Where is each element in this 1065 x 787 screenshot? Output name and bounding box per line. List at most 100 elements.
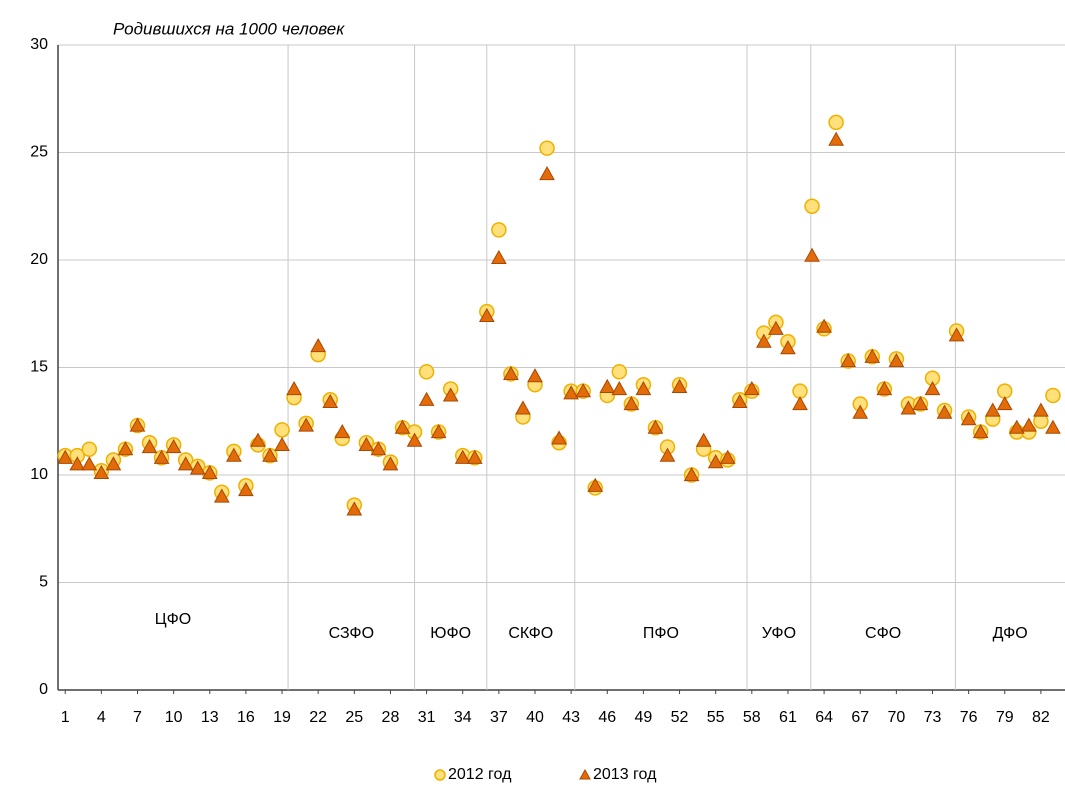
point (611, 380, 628, 396)
point (707, 454, 724, 469)
point (322, 393, 339, 408)
point (286, 380, 302, 396)
region-label: ЮФО (430, 625, 471, 642)
point (828, 131, 844, 146)
point (515, 400, 531, 415)
region-label: СФО (865, 625, 901, 642)
point (141, 439, 158, 454)
point (1021, 417, 1037, 432)
point (719, 449, 736, 464)
point (575, 383, 592, 398)
x-tick-label: 64 (815, 709, 833, 726)
y-tick-label: 5 (39, 574, 48, 591)
x-tick-label: 34 (454, 709, 472, 726)
point (828, 114, 844, 131)
point (81, 441, 98, 457)
point (984, 402, 1001, 417)
legend-marker (434, 769, 446, 781)
point (334, 423, 351, 439)
point (394, 419, 411, 434)
point (924, 380, 941, 396)
point (599, 378, 616, 393)
region-label: ПФО (643, 625, 679, 642)
x-tick-label: 61 (779, 709, 797, 726)
point (1008, 419, 1025, 434)
point (743, 380, 760, 396)
x-tick-label: 70 (887, 709, 905, 726)
x-tick-label: 22 (309, 709, 327, 726)
legend-label: 2013 год (593, 766, 657, 783)
x-tick-label: 7 (133, 709, 142, 726)
point (189, 460, 206, 475)
point (310, 337, 327, 353)
point (756, 333, 772, 348)
region-label: ЦФО (155, 611, 191, 628)
point (996, 396, 1013, 411)
point (177, 456, 194, 471)
point (731, 393, 748, 408)
point (539, 140, 555, 156)
y-tick-label: 25 (30, 144, 48, 161)
point (298, 417, 314, 432)
point (165, 439, 182, 454)
x-tick-label: 76 (960, 709, 978, 726)
point (816, 318, 832, 333)
x-tick-label: 4 (97, 709, 106, 726)
point (274, 436, 290, 451)
x-tick-label: 1 (61, 709, 70, 726)
point (358, 436, 375, 451)
y-tick-label: 20 (30, 251, 48, 268)
x-tick-label: 55 (707, 709, 725, 726)
point (780, 340, 796, 355)
point (948, 327, 965, 342)
x-tick-label: 58 (743, 709, 761, 726)
point (804, 198, 820, 214)
x-tick-label: 13 (201, 709, 219, 726)
x-tick-label: 73 (924, 709, 942, 726)
point (418, 391, 435, 406)
point (792, 396, 808, 411)
point (491, 222, 507, 238)
point (695, 432, 712, 447)
point (129, 417, 146, 432)
region-label: УФО (762, 625, 796, 642)
point (804, 247, 820, 262)
y-tick-label: 0 (39, 681, 48, 698)
point (466, 449, 483, 464)
point (69, 456, 86, 471)
y-tick-label: 10 (30, 466, 48, 483)
y-tick-label: 15 (30, 359, 48, 376)
point (635, 380, 652, 396)
x-tick-label: 46 (598, 709, 616, 726)
point (406, 432, 423, 447)
point (527, 368, 543, 383)
point (659, 447, 676, 462)
x-tick-label: 49 (635, 709, 653, 726)
point (226, 447, 242, 462)
point (539, 165, 555, 181)
point (647, 419, 664, 434)
point (1033, 402, 1049, 417)
x-tick-label: 16 (237, 709, 255, 726)
region-label: СКФО (508, 625, 553, 642)
point (93, 464, 110, 479)
point (418, 364, 435, 380)
point (912, 396, 929, 411)
point (587, 477, 604, 492)
x-tick-label: 25 (345, 709, 363, 726)
point (491, 249, 507, 264)
chart-title: Родившихся на 1000 человек (113, 19, 345, 38)
x-tick-label: 37 (490, 709, 508, 726)
x-tick-label: 31 (418, 709, 436, 726)
point (442, 387, 459, 402)
point (105, 456, 122, 471)
point (852, 404, 869, 419)
x-tick-label: 67 (851, 709, 869, 726)
legend-label: 2012 год (448, 766, 512, 783)
point (201, 464, 218, 479)
point (611, 364, 628, 380)
point (250, 432, 266, 447)
point (888, 353, 905, 368)
point (503, 365, 519, 381)
